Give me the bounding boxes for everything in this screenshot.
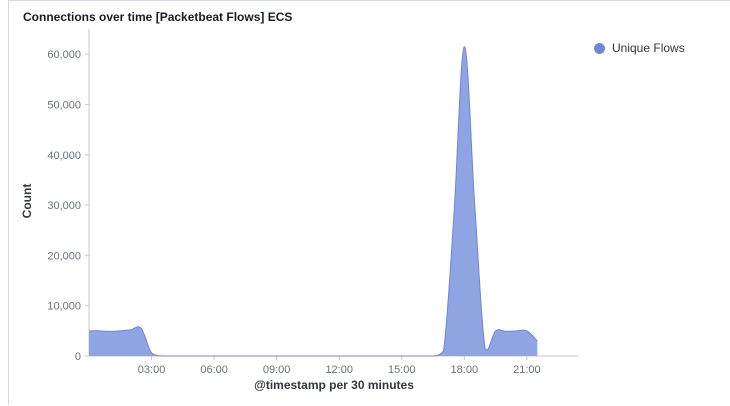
- x-tick-label: 12:00: [325, 364, 353, 376]
- x-tick-label: 15:00: [388, 364, 416, 376]
- y-tick-label: 20,000: [47, 250, 81, 262]
- x-tick-label: 03:00: [138, 364, 166, 376]
- y-axis-title: Count: [20, 184, 34, 219]
- y-tick-label: 10,000: [47, 301, 81, 313]
- y-axis: 0 10,000 20,000 30,000 40,000 50,000 60,000: [47, 29, 90, 363]
- area-chart: 0 10,000 20,000 30,000 40,000 50,000 60,000 03…: [20, 29, 579, 392]
- x-tick-label: 09:00: [263, 364, 291, 376]
- x-tick-label: 06:00: [200, 364, 228, 376]
- legend[interactable]: Unique Flows: [594, 41, 685, 55]
- x-tick-label: 18:00: [451, 364, 479, 376]
- visualization-panel: Connections over time [Packetbeat Flows]…: [8, 0, 730, 405]
- x-axis: 03:00 06:00 09:00 12:00 15:00 18:00 21:00: [89, 355, 579, 376]
- y-tick-label: 50,000: [47, 99, 81, 111]
- series-layer: [88, 46, 538, 357]
- x-tick-label: 21:00: [513, 364, 541, 376]
- x-axis-title: @timestamp per 30 minutes: [254, 378, 414, 392]
- legend-swatch: [594, 42, 605, 54]
- series-area-unique-flows[interactable]: [89, 46, 538, 356]
- y-tick-label: 60,000: [47, 49, 81, 61]
- legend-label-unique-flows[interactable]: Unique Flows: [612, 41, 685, 55]
- y-tick-label: 30,000: [47, 200, 81, 212]
- y-tick-label: 0: [75, 351, 81, 363]
- panel-title: Connections over time [Packetbeat Flows]…: [23, 10, 293, 24]
- series-line-unique-flows: [88, 46, 538, 357]
- y-tick-label: 40,000: [47, 150, 81, 162]
